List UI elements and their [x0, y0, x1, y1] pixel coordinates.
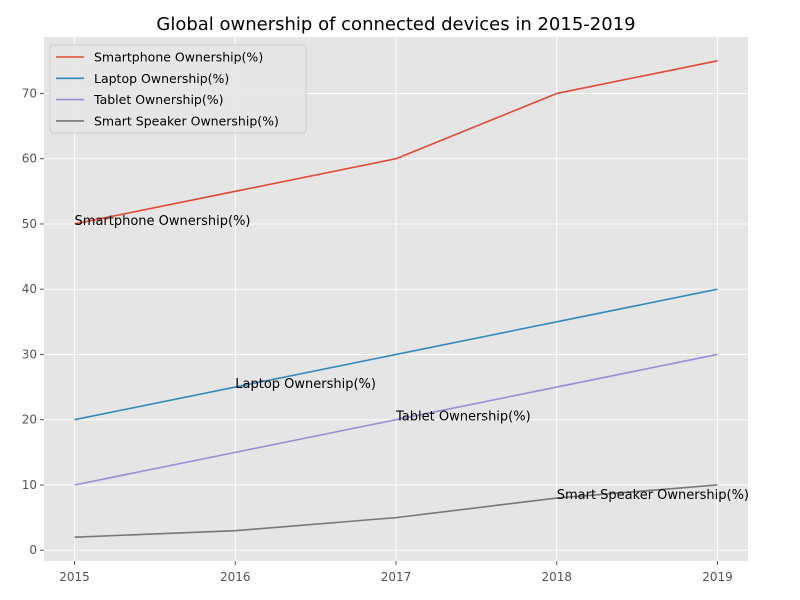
y-tick-label: 50 — [22, 217, 37, 231]
y-tick-label: 0 — [29, 543, 37, 557]
series-line — [74, 484, 718, 538]
x-tick-label: 2015 — [59, 570, 90, 584]
y-tick-label: 70 — [22, 86, 37, 100]
legend-box — [49, 44, 307, 134]
annotation-label: Smartphone Ownership(%) — [75, 214, 251, 229]
series-line — [74, 60, 718, 225]
series-line — [74, 353, 718, 486]
y-tick-label: 20 — [22, 413, 37, 427]
series-lines — [74, 60, 718, 538]
annotations: Smartphone Ownership(%) Laptop Ownership(… — [75, 214, 749, 503]
legend-entry: Laptop Ownership(%) — [94, 71, 229, 86]
y-tick-label: 30 — [22, 347, 37, 361]
annotation-label: Tablet Ownership(%) — [395, 410, 531, 425]
y-tick-label: 60 — [22, 152, 37, 166]
x-tick-label: 2016 — [220, 570, 251, 584]
annotation-label: Laptop Ownership(%) — [235, 377, 376, 392]
y-tick-label: 40 — [22, 282, 37, 296]
x-tick-label: 2018 — [541, 570, 572, 584]
chart-title: Global ownership of connected devices in… — [156, 14, 635, 35]
legend: Smartphone Ownership(%) Laptop Ownership(… — [49, 44, 307, 134]
y-tick-label: 10 — [22, 478, 37, 492]
grid — [44, 37, 748, 561]
x-tick-label: 2019 — [702, 570, 733, 584]
y-axis: 0 10 20 30 40 50 60 70 — [22, 86, 44, 557]
x-axis: 2015 2016 2017 2018 2019 — [59, 561, 733, 584]
x-tick-label: 2017 — [381, 570, 412, 584]
legend-entry: Smartphone Ownership(%) — [94, 50, 263, 65]
legend-entry: Smart Speaker Ownership(%) — [94, 113, 279, 128]
annotation-label: Smart Speaker Ownership(%) — [557, 488, 749, 503]
series-line — [74, 288, 718, 421]
legend-entry: Tablet Ownership(%) — [93, 92, 224, 107]
